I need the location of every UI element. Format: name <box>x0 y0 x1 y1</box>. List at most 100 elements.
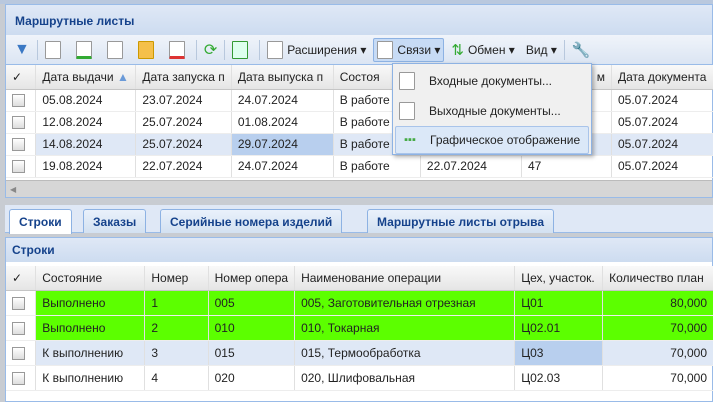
table-row[interactable]: 12.08.2024 25.07.2024 01.08.2024 В работе 05… <box>6 111 713 134</box>
row-checkbox[interactable] <box>12 321 25 335</box>
table-row[interactable]: Выполнено 1 005 005, Заготовительная отрезн… <box>6 290 713 316</box>
row-checkbox[interactable] <box>12 296 25 310</box>
excel-export-button[interactable] <box>228 38 256 62</box>
table-row[interactable]: 14.08.2024 25.07.2024 29.07.2024 В работе 05… <box>6 133 713 156</box>
table-cell[interactable]: 25.07.2024 <box>135 111 232 134</box>
menu-item-graphic-view[interactable]: ▪▪▪ Графическое отображение <box>395 126 589 154</box>
table-cell[interactable]: 2 <box>144 315 209 341</box>
row-checkbox[interactable] <box>12 160 25 174</box>
filter-button[interactable]: ▼ <box>10 38 34 62</box>
table-cell[interactable]: 005, Заготовительная отрезная <box>294 290 516 316</box>
tab-serial-numbers[interactable]: Серийные номера изделий <box>160 209 343 233</box>
table-row[interactable]: К выполнению 4 020 020, Шлифовальная Ц02.03 7… <box>6 365 713 391</box>
settings-button[interactable]: 🔧 <box>568 38 595 62</box>
table-cell[interactable]: 05.08.2024 <box>35 89 137 112</box>
table-cell[interactable]: 020 <box>208 365 296 391</box>
add-document-button[interactable] <box>72 38 100 62</box>
table-cell[interactable]: К выполнению <box>35 365 146 391</box>
tab-orders[interactable]: Заказы <box>83 209 147 233</box>
table-cell[interactable]: 05.07.2024 <box>611 89 713 112</box>
table-cell[interactable]: 4 <box>144 365 209 391</box>
table-cell[interactable]: 22.07.2024 <box>420 155 523 178</box>
row-checkbox[interactable] <box>12 94 25 108</box>
table-cell[interactable]: 1 <box>144 290 209 316</box>
toolbar: ▼ ⟳ Расширения ▾ Связи ▾ ⇅ Обмен ▾ Вид ▾ … <box>6 35 712 65</box>
table-cell[interactable]: 12.08.2024 <box>35 111 137 134</box>
exchange-button[interactable]: ⇅ Обмен ▾ <box>451 41 515 59</box>
table-cell[interactable]: 01.08.2024 <box>231 111 334 134</box>
table-cell[interactable]: 010, Токарная <box>294 315 516 341</box>
new-document-button[interactable] <box>41 38 69 62</box>
table-cell[interactable]: 3 <box>144 340 209 366</box>
table-cell[interactable]: Ц03 <box>514 340 604 366</box>
row-checkbox[interactable] <box>12 371 25 385</box>
links-label: Связи <box>397 42 432 57</box>
table-cell[interactable]: 70,000 <box>602 340 713 366</box>
table-cell[interactable]: 80,000 <box>602 290 713 316</box>
tab-lines[interactable]: Строки <box>9 209 72 234</box>
column-header[interactable]: Состояние <box>35 266 146 291</box>
menu-item-output-documents[interactable]: Выходные документы... <box>395 97 589 125</box>
column-header[interactable]: Дата выдачи ▲ <box>35 65 137 90</box>
table-cell[interactable]: Выполнено <box>35 315 146 341</box>
column-header[interactable]: Дата запуска п <box>135 65 232 90</box>
table-cell[interactable]: 19.08.2024 <box>35 155 137 178</box>
table-cell[interactable]: 24.07.2024 <box>231 155 334 178</box>
open-document-button[interactable] <box>134 38 162 62</box>
table-cell[interactable]: 70,000 <box>602 365 713 391</box>
copy-document-button[interactable] <box>103 38 131 62</box>
table-cell[interactable]: 015, Термообработка <box>294 340 516 366</box>
table-cell[interactable]: 005 <box>208 290 296 316</box>
refresh-button[interactable]: ⟳ <box>200 38 221 62</box>
column-header[interactable]: Дата документа <box>611 65 713 90</box>
links-button[interactable]: Связи ▾ <box>373 37 445 62</box>
extensions-button[interactable]: Расширения ▾ <box>263 38 370 62</box>
table-row[interactable]: Выполнено 2 010 010, Токарная Ц02.01 70,000 <box>6 315 713 341</box>
table-cell[interactable]: В работе <box>333 155 421 178</box>
table-cell[interactable]: 05.07.2024 <box>611 133 713 156</box>
view-button[interactable]: Вид ▾ <box>525 42 557 57</box>
column-header[interactable]: Цех, участок. <box>514 266 604 291</box>
table-cell[interactable]: Ц01 <box>514 290 604 316</box>
table-cell[interactable]: 47 <box>521 155 612 178</box>
extensions-label: Расширения <box>287 42 358 57</box>
output-document-icon <box>399 102 415 120</box>
route-sheets-grid: ✓ Дата выдачи ▲ Дата запуска п Дата выпуска… <box>6 65 713 180</box>
horizontal-scrollbar[interactable]: ◀ <box>6 180 712 197</box>
column-header[interactable]: Номер <box>144 266 209 291</box>
table-cell[interactable]: Ц02.03 <box>514 365 604 391</box>
row-checkbox[interactable] <box>12 116 25 130</box>
table-cell[interactable]: 05.07.2024 <box>611 111 713 134</box>
table-row[interactable]: 19.08.2024 22.07.2024 24.07.2024 В работе 22… <box>6 155 713 178</box>
table-cell[interactable]: Ц02.01 <box>514 315 604 341</box>
table-cell[interactable]: 010 <box>208 315 296 341</box>
table-cell[interactable]: 05.07.2024 <box>611 155 713 178</box>
select-all-header[interactable]: ✓ <box>6 266 37 291</box>
row-checkbox[interactable] <box>12 138 25 152</box>
menu-item-label: Входные документы... <box>429 74 553 88</box>
column-header[interactable]: Номер опера <box>208 266 296 291</box>
table-row[interactable]: К выполнению 3 015 015, Термообработка Ц03 70… <box>6 340 713 366</box>
divider <box>195 39 197 60</box>
column-header[interactable]: Дата выпуска п <box>231 65 334 90</box>
table-cell[interactable]: 23.07.2024 <box>135 89 232 112</box>
table-row[interactable]: 05.08.2024 23.07.2024 24.07.2024 В работе 05… <box>6 89 713 112</box>
column-header[interactable]: Количество план <box>602 266 713 291</box>
scroll-left-icon[interactable]: ◀ <box>10 185 17 194</box>
table-cell[interactable]: 70,000 <box>602 315 713 341</box>
row-checkbox[interactable] <box>12 346 25 360</box>
table-cell[interactable]: 015 <box>208 340 296 366</box>
delete-document-button[interactable] <box>165 38 193 62</box>
table-cell[interactable]: Выполнено <box>35 290 146 316</box>
select-all-header[interactable]: ✓ <box>6 65 37 90</box>
table-cell[interactable]: К выполнению <box>35 340 146 366</box>
table-cell[interactable]: 25.07.2024 <box>135 133 232 156</box>
column-header[interactable]: Наименование операции <box>294 266 516 291</box>
menu-item-input-documents[interactable]: Входные документы... <box>395 67 589 95</box>
table-cell[interactable]: 22.07.2024 <box>135 155 232 178</box>
tab-detached-route-sheets[interactable]: Маршрутные листы отрыва <box>367 209 555 233</box>
table-cell[interactable]: 14.08.2024 <box>35 133 137 156</box>
table-cell[interactable]: 29.07.2024 <box>231 133 334 156</box>
table-cell[interactable]: 020, Шлифовальная <box>294 365 516 391</box>
table-cell[interactable]: 24.07.2024 <box>231 89 334 112</box>
